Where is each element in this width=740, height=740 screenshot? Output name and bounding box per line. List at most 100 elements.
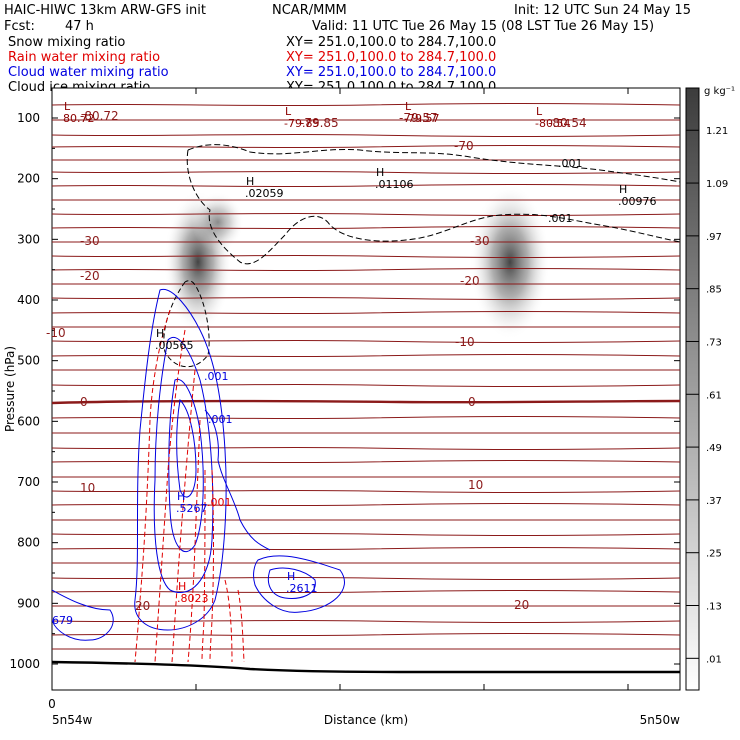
isotherm-line xyxy=(52,254,680,258)
y-tick-label: 700 xyxy=(17,475,40,489)
y-axis-title: Pressure (hPa) xyxy=(3,346,17,432)
colorbar-gradient xyxy=(685,87,700,691)
snow-shading-right xyxy=(470,184,550,340)
colorbar-label: .13 xyxy=(706,602,722,613)
temperature-label: 20 xyxy=(514,598,529,612)
isotherm-line xyxy=(52,268,680,272)
isotherm-line xyxy=(52,184,680,188)
isotherm-line xyxy=(52,339,680,343)
isotherm-line xyxy=(52,383,680,387)
isotherm-line xyxy=(52,619,680,623)
extremum-symbol: L xyxy=(285,105,292,118)
isotherm-line xyxy=(52,145,680,149)
legend-xy-cloud-water: XY= 251.0,100.0 to 284.7,100.0 xyxy=(286,65,497,80)
y-tick-label: 900 xyxy=(17,596,40,610)
extremum-value: .2611 xyxy=(286,582,318,595)
isotherm-line xyxy=(52,226,680,230)
colorbar-label: 1.09 xyxy=(706,179,728,190)
y-tick-label: 1000 xyxy=(9,657,40,671)
center-name: NCAR/MMM xyxy=(272,3,347,18)
temperature-label: 10 xyxy=(468,478,483,492)
temperature-label: -79.85 xyxy=(300,116,339,130)
extremum-value: .00565 xyxy=(155,339,194,352)
legend-label-rain: Rain water mixing ratio xyxy=(8,50,161,65)
contour-label: .001 xyxy=(204,370,229,383)
freezing-isotherm xyxy=(52,399,680,405)
extremum-symbol: H xyxy=(177,490,185,503)
extremum-symbol: L xyxy=(64,100,71,113)
y-tick-label: 300 xyxy=(17,232,40,246)
extremum-symbol: L xyxy=(405,100,412,113)
extremum-value: 80.72 xyxy=(63,112,95,125)
colorbar-label: .61 xyxy=(706,390,722,401)
x-start-label: 5n54w xyxy=(52,713,93,727)
isotherm-line xyxy=(52,296,680,300)
extremum-value: .00976 xyxy=(618,195,657,208)
terrain-surface xyxy=(52,660,680,674)
forecast-label: Fcst: xyxy=(4,19,35,34)
extremum-symbol: H xyxy=(178,580,186,593)
y-tick-label: 500 xyxy=(17,354,40,368)
contour-label: .001 xyxy=(548,212,573,225)
contour-label: 679 xyxy=(52,614,73,627)
temperature-label: -80.72 xyxy=(80,109,119,123)
extremum-symbol: H xyxy=(156,327,164,340)
isotherm-line xyxy=(52,212,680,216)
isotherm-line xyxy=(52,532,680,536)
isotherm-line xyxy=(52,311,680,315)
y-tick-label: 200 xyxy=(17,172,40,186)
contour-label: .001 xyxy=(558,157,583,170)
contour-label: .001 xyxy=(208,413,233,426)
extremum-value: -80.54 xyxy=(535,117,570,130)
x-end-label: 5n50w xyxy=(640,713,681,727)
temperature-label: -20 xyxy=(80,269,100,283)
model-title: HAIC-HIWC 13km ARW-GFS init xyxy=(4,3,206,18)
legend-label-snow: Snow mixing ratio xyxy=(8,35,126,50)
colorbar-label: .97 xyxy=(706,232,722,243)
temperature-label: 10 xyxy=(80,481,95,495)
extremum-symbol: L xyxy=(536,105,543,118)
temperature-label: -20 xyxy=(460,274,480,288)
extremum-symbol: H xyxy=(619,183,627,196)
extremum-value: .5267 xyxy=(176,502,208,515)
extremum-value: .02059 xyxy=(245,187,284,200)
x-axis-title: Distance (km) xyxy=(324,713,408,727)
isotherm-line xyxy=(52,416,680,420)
isotherm-line xyxy=(52,633,680,637)
isotherm-line xyxy=(52,446,680,450)
colorbar-label: .01 xyxy=(706,654,722,665)
forecast-hours: 47 h xyxy=(65,19,94,34)
plot-frame xyxy=(51,87,681,691)
isotherm-line xyxy=(52,576,680,580)
extremum-value: -79.85 xyxy=(284,117,319,130)
extremum-symbol: H xyxy=(246,175,254,188)
temperature-label: -30 xyxy=(470,234,490,248)
temperature-label: 20 xyxy=(135,599,150,613)
colorbar-unit: g kg⁻¹ xyxy=(704,86,735,97)
temperature-label: -80.54 xyxy=(548,116,587,130)
legend-xy-rain: XY= 251.0,100.0 to 284.7,100.0 xyxy=(286,50,497,65)
isotherm-line xyxy=(52,590,680,594)
colorbar-label: .73 xyxy=(706,337,722,348)
extremum-value: .8023 xyxy=(177,592,209,605)
extremum-symbol: H xyxy=(376,166,384,179)
temperature-label: -79.57 xyxy=(399,111,438,125)
temperature-label: 0 xyxy=(80,395,88,409)
isotherm-line xyxy=(52,103,680,107)
y-tick-label: 600 xyxy=(17,414,40,428)
valid-time: Valid: 11 UTC Tue 26 May 15 (08 LST Tue … xyxy=(312,19,655,34)
colorbar-label: .25 xyxy=(706,549,722,560)
legend-label-cloud-water: Cloud water mixing ratio xyxy=(8,65,169,80)
extremum-value: .01106 xyxy=(375,178,414,191)
init-time: Init: 12 UTC Sun 24 May 15 xyxy=(514,3,691,18)
y-tick-label: 400 xyxy=(17,293,40,307)
cloud-ice-contour xyxy=(186,144,680,265)
isotherm-line xyxy=(52,460,680,464)
y-tick-label: 800 xyxy=(17,536,40,550)
legend-xy-snow: XY= 251.0,100.0 to 284.7,100.0 xyxy=(286,35,497,50)
colorbar-label: 1.21 xyxy=(706,126,728,137)
temperature-label: -10 xyxy=(455,335,475,349)
colorbar-label: .85 xyxy=(706,285,722,296)
temperature-label: -10 xyxy=(46,326,66,340)
